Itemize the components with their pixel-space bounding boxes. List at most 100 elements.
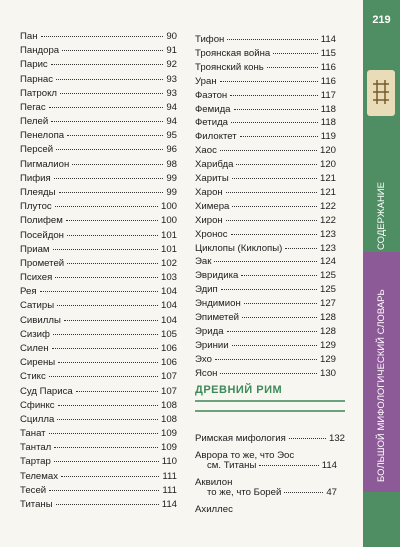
entry-page: 127 — [319, 298, 336, 310]
entry-page: 96 — [166, 144, 177, 156]
index-entry: Полифем 100 — [20, 215, 177, 226]
entry-name: Персей — [20, 144, 54, 156]
dot-leader — [220, 289, 317, 291]
entry-page: 91 — [166, 45, 177, 57]
entry-name: Эвридика — [195, 270, 239, 282]
dot-leader — [57, 305, 158, 307]
entry-name: Сизиф — [20, 328, 50, 340]
index-entry: Сизиф 105 — [20, 329, 177, 340]
index-entry: Парис 92 — [20, 59, 177, 70]
dot-leader — [230, 233, 317, 235]
entry-page: 118 — [320, 103, 336, 115]
index-entry: Плеяды 99 — [20, 187, 177, 198]
entry-page: 125 — [319, 284, 336, 296]
index-entry: Троянская война 115 — [195, 48, 336, 59]
index-entry: Пандора 91 — [20, 45, 177, 56]
dot-leader — [241, 275, 317, 277]
entry-name: Сфинкс — [20, 399, 55, 411]
index-entry: Титаны 114 — [20, 499, 177, 510]
index-entry: Стикс 107 — [20, 371, 177, 382]
index-entry: Фетида 118 — [195, 117, 336, 128]
dot-leader — [284, 492, 324, 493]
dot-leader — [231, 122, 318, 124]
entry-name: Тантал — [20, 442, 52, 454]
dot-leader — [65, 220, 158, 222]
index-entry: Пан 90 — [20, 31, 177, 42]
entry-page: 114 — [321, 460, 337, 471]
entry-name: Римская мифология — [195, 433, 286, 444]
entry-page: 104 — [160, 286, 177, 298]
index-entry: Тифон 114 — [195, 34, 336, 45]
entry-name: Троянский конь — [195, 61, 264, 73]
index-entry: Эпиметей 128 — [195, 312, 336, 323]
index-entry: Танат 109 — [20, 428, 177, 439]
entry-page: 111 — [162, 470, 177, 482]
entry-name: Эхо — [195, 353, 212, 365]
dot-leader — [67, 262, 158, 264]
dot-leader — [75, 390, 158, 392]
dot-leader — [236, 164, 317, 166]
index-entry: Эринии 129 — [195, 340, 336, 351]
dot-leader — [40, 36, 164, 37]
dot-leader — [58, 362, 158, 364]
index-entry: Эрида 128 — [195, 326, 336, 337]
entry-page: 128 — [319, 312, 336, 323]
entry-name: Телемах — [20, 470, 58, 482]
entry-page: 102 — [160, 257, 177, 269]
entry-name: Сцилла — [20, 413, 55, 425]
index-entry: Пифия 99 — [20, 173, 177, 184]
entry-name: Филоктет — [195, 131, 237, 143]
entry-page: 129 — [319, 339, 336, 351]
index-entry: Хирон 122 — [195, 215, 336, 226]
dot-leader — [52, 248, 158, 250]
entry-page: 132 — [328, 433, 345, 444]
dot-leader — [227, 39, 318, 40]
entry-name: Сатиры — [20, 300, 55, 312]
entry-page: 130 — [319, 367, 336, 379]
entry-name: Пенелопа — [20, 130, 65, 142]
index-entry: Хронос 123 — [195, 229, 336, 240]
entry-name: Прометей — [20, 257, 65, 269]
entry-name: Фетида — [195, 117, 228, 129]
index-entry: Пенелопа 95 — [20, 130, 177, 141]
index-entry: Харон 121 — [195, 187, 336, 198]
entry-page: 95 — [166, 130, 177, 142]
dot-leader — [225, 191, 317, 193]
entry-page: 90 — [166, 31, 177, 42]
index-entry: Тартар 110 — [20, 456, 177, 467]
entry-name: Посейдон — [20, 229, 64, 241]
index-entry: Троянский конь 116 — [195, 62, 336, 73]
index-entry: Посейдон 101 — [20, 230, 177, 241]
dot-leader — [55, 503, 159, 505]
dot-leader — [49, 489, 160, 491]
entry-page: 47 — [326, 487, 337, 498]
entry-page: 109 — [160, 428, 177, 440]
entry-page: 94 — [166, 116, 177, 128]
entry-name: Пегас — [20, 101, 46, 113]
index-entry: Приам 101 — [20, 244, 177, 255]
index-entry: Пигмалион 98 — [20, 159, 177, 170]
dot-leader — [225, 219, 317, 221]
dot-leader — [61, 475, 160, 477]
entry-page: 106 — [160, 342, 177, 354]
section-tab — [363, 252, 400, 492]
icon — [367, 70, 395, 116]
entry-name: Парис — [20, 59, 48, 71]
entry-page: 123 — [319, 228, 336, 240]
entry-page: 123 — [319, 242, 336, 254]
entry-name: Троянская война — [195, 47, 271, 59]
index-entry: Эвридика 125 — [195, 270, 336, 281]
index-entry: Химера 122 — [195, 201, 336, 212]
entry-name: Хирон — [195, 214, 223, 226]
dot-leader — [60, 92, 164, 94]
index-entry: Уран 116 — [195, 76, 336, 87]
entry-name: Химера — [195, 200, 230, 212]
dot-leader — [66, 234, 158, 236]
entry-page: 108 — [160, 399, 177, 411]
dot-leader — [243, 303, 317, 305]
entry-name: Фаэтон — [195, 89, 228, 101]
entry-name: Патрокл — [20, 87, 57, 99]
index-entry: Хаос 120 — [195, 145, 336, 156]
index-entry: Ахиллес — [195, 504, 345, 515]
